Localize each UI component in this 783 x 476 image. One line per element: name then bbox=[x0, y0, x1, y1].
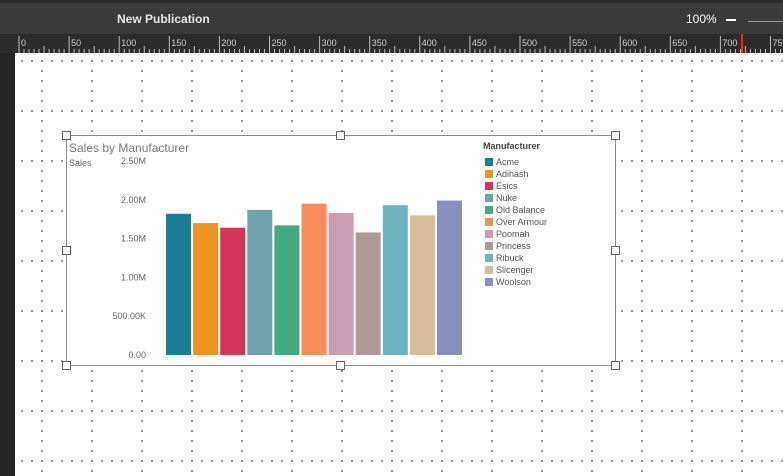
legend-item[interactable]: Poomah bbox=[485, 229, 530, 241]
legend-label: Old Balance bbox=[496, 205, 546, 215]
bar-princess[interactable] bbox=[355, 232, 381, 355]
ruler-label: 350 bbox=[372, 38, 387, 48]
ruler-label: 700 bbox=[722, 38, 737, 48]
y-tick-label: 1.00M bbox=[121, 272, 146, 282]
y-tick-label: 2.00M bbox=[121, 195, 146, 205]
bar-adihash[interactable] bbox=[193, 223, 219, 355]
legend-swatch bbox=[485, 194, 493, 202]
zoom-slider[interactable] bbox=[748, 21, 783, 22]
bar-woolson[interactable] bbox=[437, 200, 462, 355]
legend-swatch bbox=[485, 254, 493, 262]
ruler-label: 250 bbox=[272, 38, 287, 48]
y-tick-label: 1.50M bbox=[121, 234, 146, 244]
resize-handle-top-right[interactable] bbox=[611, 131, 620, 140]
bar-nuke[interactable] bbox=[247, 209, 273, 355]
ruler-label: 500 bbox=[522, 38, 537, 48]
ruler-label: 0 bbox=[21, 38, 26, 48]
legend-label: Poomah bbox=[496, 229, 530, 239]
legend-label: Woolson bbox=[496, 277, 531, 287]
legend-item[interactable]: Slicenger bbox=[485, 265, 534, 277]
y-tick-label: 500.00K bbox=[112, 311, 146, 321]
legend-label: Adihash bbox=[496, 169, 529, 179]
legend-item[interactable]: Woolson bbox=[485, 277, 531, 289]
legend-label: Slicenger bbox=[496, 265, 534, 275]
ruler-label: 550 bbox=[572, 38, 587, 48]
resize-handle-right[interactable] bbox=[611, 246, 620, 255]
publication-title: New Publication bbox=[117, 12, 210, 26]
bar-poomah[interactable] bbox=[328, 212, 354, 355]
legend-label: Nuke bbox=[496, 193, 518, 203]
resize-handle-bottom-left[interactable] bbox=[62, 361, 71, 370]
ruler-label: 50 bbox=[71, 38, 81, 48]
legend-swatch bbox=[485, 242, 493, 250]
resize-handle-bottom-right[interactable] bbox=[611, 361, 620, 370]
legend-swatch bbox=[485, 182, 493, 190]
resize-handle-left[interactable] bbox=[62, 246, 71, 255]
legend-item[interactable]: Acme bbox=[485, 157, 519, 169]
legend-label: Princess bbox=[496, 241, 531, 251]
y-tick-label: 0.00 bbox=[128, 350, 146, 360]
bar-slicenger[interactable] bbox=[409, 215, 435, 355]
legend-swatch bbox=[485, 158, 493, 166]
resize-handle-top-left[interactable] bbox=[62, 131, 71, 140]
bar-over-armour[interactable] bbox=[301, 203, 327, 355]
bar-ribuck[interactable] bbox=[382, 205, 408, 355]
y-tick-label: 2.50M bbox=[121, 156, 146, 166]
ruler-label: 650 bbox=[672, 38, 687, 48]
horizontal-ruler: 0 50 100 150 200 250 300 350 400 450 500 550 600 650 7… bbox=[0, 34, 783, 53]
y-axis-title: Sales bbox=[69, 158, 92, 168]
legend-swatch bbox=[485, 278, 493, 286]
legend-item[interactable]: Nuke bbox=[485, 193, 517, 205]
legend-label: Over Armour bbox=[496, 217, 548, 227]
bar-old-balance[interactable] bbox=[274, 225, 300, 355]
ruler-label: 600 bbox=[622, 38, 637, 48]
ruler-label: 750 bbox=[773, 38, 783, 48]
bar-acme[interactable] bbox=[166, 213, 191, 355]
legend-swatch bbox=[485, 230, 493, 238]
chart-title: Sales by Manufacturer bbox=[69, 141, 190, 155]
ruler-label: 150 bbox=[171, 38, 186, 48]
legend-label: Ribuck bbox=[496, 253, 524, 263]
legend-item[interactable]: Old Balance bbox=[485, 205, 545, 217]
zoom-level: 100% bbox=[686, 12, 717, 26]
legend-item[interactable]: Esics bbox=[485, 181, 518, 193]
ruler-label: 200 bbox=[221, 38, 236, 48]
ruler-label: 450 bbox=[472, 38, 487, 48]
title-bar: New Publication 100% bbox=[0, 0, 783, 34]
legend-label: Esics bbox=[496, 181, 518, 191]
legend-item[interactable]: Adihash bbox=[485, 169, 529, 181]
legend-label: Acme bbox=[496, 157, 520, 167]
legend-title: Manufacturer bbox=[483, 141, 541, 151]
ruler-label: 400 bbox=[422, 38, 437, 48]
legend-swatch bbox=[485, 266, 493, 274]
legend-item[interactable]: Ribuck bbox=[485, 253, 524, 265]
ruler-scale: 0 50 100 150 200 250 300 350 400 450 500 550 600 650 7… bbox=[18, 34, 783, 53]
resize-handle-top[interactable] bbox=[336, 131, 345, 140]
legend-item[interactable]: Princess bbox=[485, 241, 531, 253]
bar-esics[interactable] bbox=[220, 227, 246, 355]
ruler-label: 300 bbox=[322, 38, 337, 48]
legend-item[interactable]: Over Armour bbox=[485, 217, 547, 229]
minus-icon[interactable] bbox=[726, 19, 736, 21]
legend-swatch bbox=[485, 206, 493, 214]
ruler-label: 100 bbox=[121, 38, 136, 48]
legend-swatch bbox=[485, 170, 493, 178]
resize-handle-bottom[interactable] bbox=[336, 361, 345, 370]
vertical-ruler bbox=[0, 53, 15, 476]
legend-swatch bbox=[485, 218, 493, 226]
